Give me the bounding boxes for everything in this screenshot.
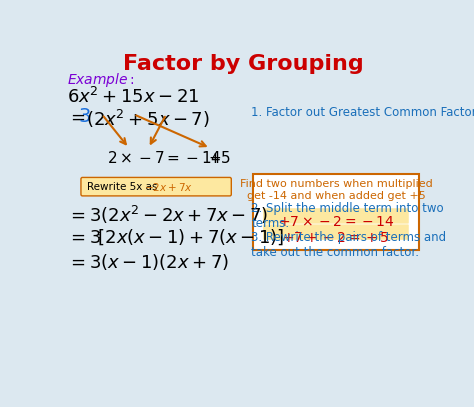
Text: Find two numbers when multiplied
get -14 and when added get +5: Find two numbers when multiplied get -14… xyxy=(239,179,432,201)
Text: $=3\!\left[2x\left(x-1\right)+7\left(x-1\right)\right]$: $=3\!\left[2x\left(x-1\right)+7\left(x-1… xyxy=(67,228,284,247)
Text: $3$: $3$ xyxy=(78,108,91,126)
Text: $2\times-7=-14$: $2\times-7=-14$ xyxy=(107,151,222,166)
FancyBboxPatch shape xyxy=(81,177,231,196)
Text: Factor by Grouping: Factor by Grouping xyxy=(123,54,363,74)
Text: $\left(2x^{2}+5x-7\right)$: $\left(2x^{2}+5x-7\right)$ xyxy=(86,108,209,130)
Text: $=3\left(x-1\right)\left(2x+7\right)$: $=3\left(x-1\right)\left(2x+7\right)$ xyxy=(67,252,229,272)
Text: 2. Split the middle term into two
terms.: 2. Split the middle term into two terms. xyxy=(251,202,444,230)
Text: $+7+-2=+5$: $+7+-2=+5$ xyxy=(283,231,390,245)
Text: Rewrite 5x as: Rewrite 5x as xyxy=(87,182,161,192)
Text: $\it{Example:}$: $\it{Example:}$ xyxy=(67,71,135,89)
Text: $=3\left(2x^{2}-2x+7x-7\right)$: $=3\left(2x^{2}-2x+7x-7\right)$ xyxy=(67,204,268,226)
Text: $+5$: $+5$ xyxy=(208,151,231,166)
Text: $=$: $=$ xyxy=(67,108,86,126)
FancyBboxPatch shape xyxy=(253,173,419,250)
Text: 1. Factor out Greatest Common Factor: 1. Factor out Greatest Common Factor xyxy=(251,106,474,119)
FancyBboxPatch shape xyxy=(263,208,409,223)
Text: 3. Rewrite the pairs of terms and
take out the common factor.: 3. Rewrite the pairs of terms and take o… xyxy=(251,231,447,259)
Text: $6x^{2}+15x-21$: $6x^{2}+15x-21$ xyxy=(67,87,200,107)
FancyBboxPatch shape xyxy=(263,224,409,240)
Text: $-2x+7x$: $-2x+7x$ xyxy=(145,181,193,193)
Text: $+7\times-2=-14$: $+7\times-2=-14$ xyxy=(278,215,394,229)
